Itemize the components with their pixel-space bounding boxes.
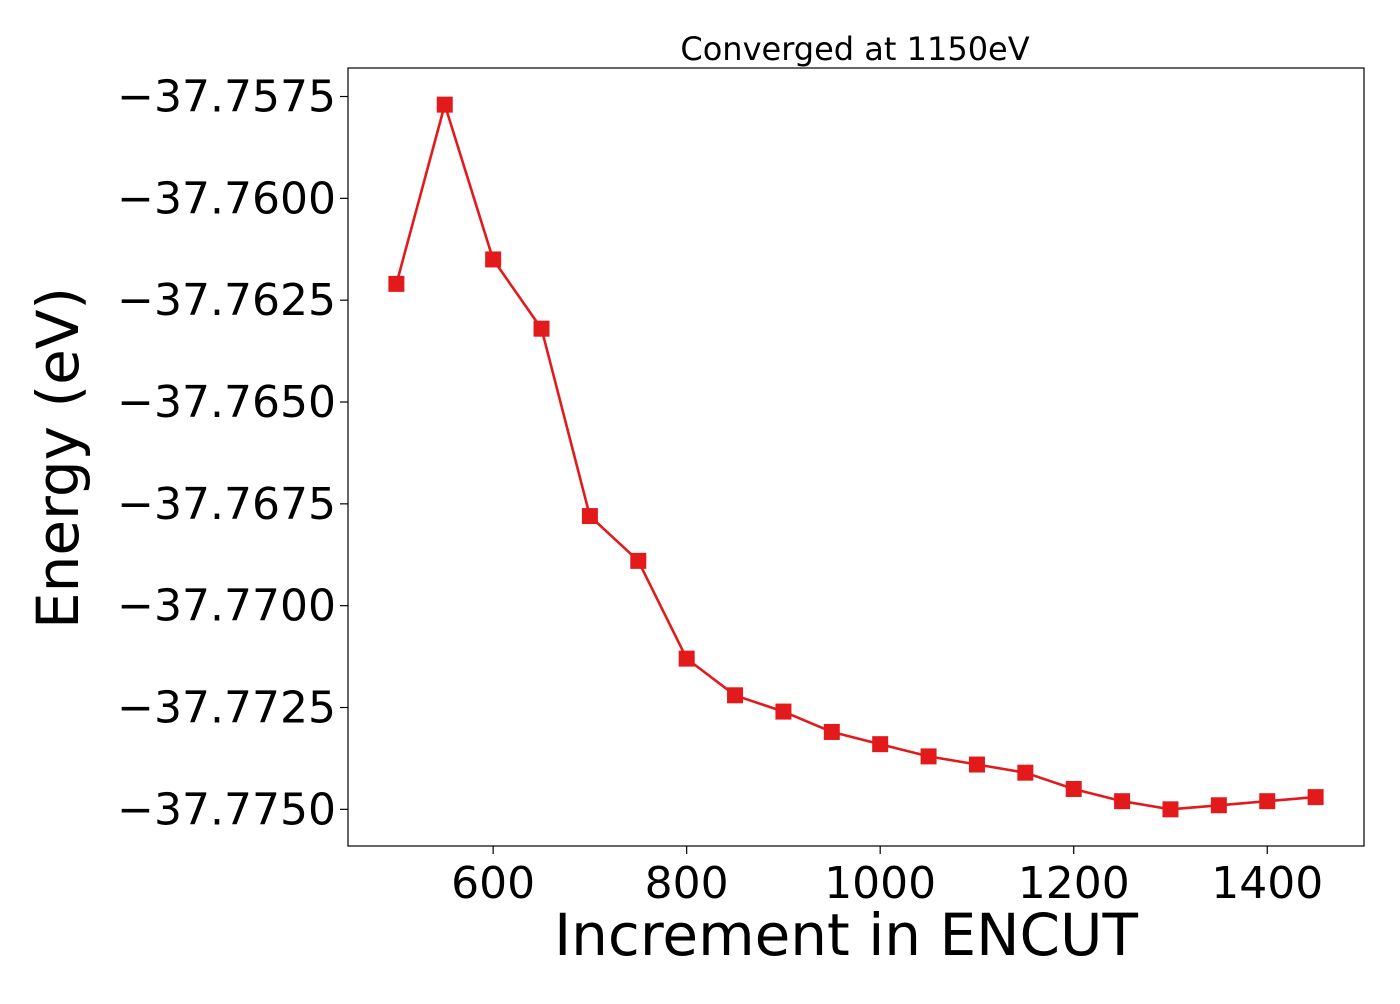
y-tick-label: −37.7600 [117, 173, 336, 224]
data-point [1065, 780, 1082, 797]
x-tick-label: 1000 [824, 858, 936, 909]
y-tick-label: −37.7575 [117, 72, 336, 123]
y-tick-label: −37.7725 [117, 683, 336, 734]
data-point [872, 736, 889, 753]
x-tick-label: 600 [451, 858, 535, 909]
data-point [436, 96, 453, 113]
data-point [1307, 789, 1324, 806]
x-axis-ticks: 600 800 1000 1200 1400 [451, 846, 1323, 909]
data-point [1162, 801, 1179, 818]
data-point [920, 748, 937, 765]
data-point [775, 703, 792, 720]
y-tick-label: −37.7675 [117, 479, 336, 530]
y-tick-label: −37.7750 [117, 784, 336, 835]
data-point [485, 251, 502, 268]
data-point [1210, 797, 1227, 814]
plot-frame [347, 67, 1365, 847]
data-point [533, 320, 550, 337]
y-axis-label: Energy (eV) [24, 287, 92, 629]
data-point [823, 723, 840, 740]
x-axis-label: Increment in ENCUT [554, 901, 1138, 969]
plot-area [347, 67, 1365, 847]
chart-title: Converged at 1150eV [680, 30, 1029, 68]
series-line [395, 103, 1316, 811]
y-axis-ticks: −37.7575 −37.7600 −37.7625 −37.7650 −37.7675… [117, 72, 348, 835]
data-point [630, 552, 647, 569]
data-point [1017, 764, 1034, 781]
x-tick-label: 800 [645, 858, 729, 909]
data-point [1114, 793, 1131, 810]
data-point [581, 508, 598, 525]
y-tick-label: −37.7700 [117, 581, 336, 632]
data-point [727, 687, 744, 704]
y-tick-label: −37.7650 [117, 377, 336, 428]
data-point [968, 756, 985, 773]
data-point [388, 275, 405, 292]
y-tick-label: −37.7625 [117, 275, 336, 326]
data-point [678, 650, 695, 667]
data-point [1259, 793, 1276, 810]
series-group [388, 96, 1324, 818]
x-tick-label: 1400 [1211, 858, 1323, 909]
x-tick-label: 1200 [1018, 858, 1130, 909]
